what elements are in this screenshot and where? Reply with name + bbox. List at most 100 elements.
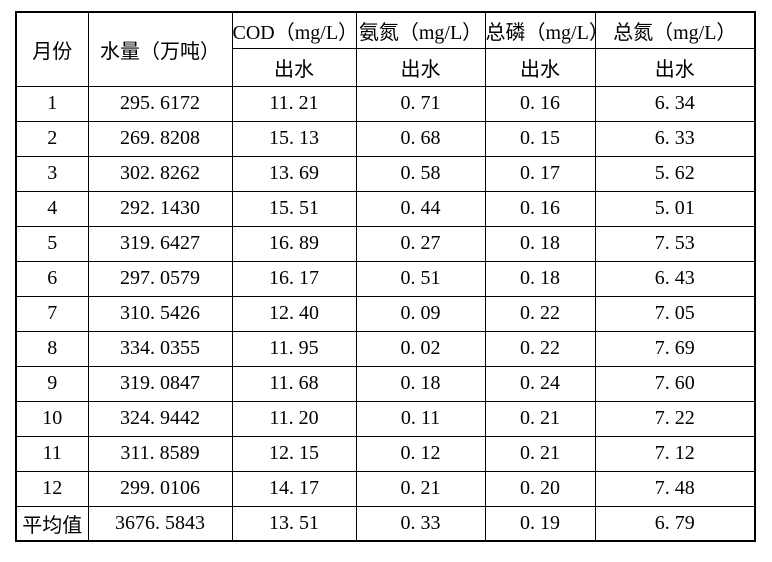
table-row: 12 299. 0106 14. 17 0. 21 0. 20 7. 48	[15, 470, 756, 507]
table-cell: 0. 18	[484, 260, 596, 297]
subheader-cod-effluent: 出水	[231, 47, 357, 87]
table-row: 10 324. 9442 11. 20 0. 11 0. 21 7. 22	[15, 400, 756, 437]
table-cell: 311. 8589	[87, 435, 233, 472]
table-cell: 12. 15	[231, 435, 357, 472]
table-cell: 0. 17	[484, 155, 596, 192]
table-cell: 9	[15, 365, 89, 402]
header-total-phosphorus: 总磷（mg/L）	[484, 11, 596, 49]
table-cell: 0. 18	[484, 225, 596, 262]
water-quality-table: 月份 水量（万吨） COD（mg/L） 氨氮（mg/L） 总磷（mg/L） 总氮…	[15, 11, 756, 542]
table-cell: 7. 12	[594, 435, 756, 472]
table-cell: 4	[15, 190, 89, 227]
table-cell: 0. 71	[355, 85, 486, 122]
table-cell: 11. 20	[231, 400, 357, 437]
table-cell: 6. 33	[594, 120, 756, 157]
table-cell: 0. 33	[355, 505, 486, 542]
table-cell: 11. 21	[231, 85, 357, 122]
table-row: 11 311. 8589 12. 15 0. 12 0. 21 7. 12	[15, 435, 756, 472]
table-cell: 297. 0579	[87, 260, 233, 297]
table-cell: 0. 68	[355, 120, 486, 157]
table-cell: 0. 19	[484, 505, 596, 542]
table-cell: 7. 69	[594, 330, 756, 367]
header-row-top: 月份 水量（万吨） COD（mg/L） 氨氮（mg/L） 总磷（mg/L） 总氮…	[15, 11, 756, 87]
table-cell: 0. 16	[484, 85, 596, 122]
table-cell: 269. 8208	[87, 120, 233, 157]
table-cell: 0. 24	[484, 365, 596, 402]
table-cell: 3676. 5843	[87, 505, 233, 542]
table-cell: 12	[15, 470, 89, 507]
table-cell: 0. 44	[355, 190, 486, 227]
table-cell: 302. 8262	[87, 155, 233, 192]
subheader-nitrogen-effluent: 出水	[594, 47, 756, 87]
table-cell: 7. 48	[594, 470, 756, 507]
table-cell: 5. 62	[594, 155, 756, 192]
table-cell: 3	[15, 155, 89, 192]
table-row: 5 319. 6427 16. 89 0. 27 0. 18 7. 53	[15, 225, 756, 262]
header-ammonia-nitrogen: 氨氮（mg/L）	[355, 11, 486, 49]
table-cell: 0. 15	[484, 120, 596, 157]
table-cell: 6. 79	[594, 505, 756, 542]
table-cell: 324. 9442	[87, 400, 233, 437]
table-cell: 14. 17	[231, 470, 357, 507]
table-cell: 0. 16	[484, 190, 596, 227]
table-cell: 7. 05	[594, 295, 756, 332]
table-cell: 10	[15, 400, 89, 437]
table-cell: 0. 11	[355, 400, 486, 437]
table-cell: 11	[15, 435, 89, 472]
table-cell: 2	[15, 120, 89, 157]
table-row: 7 310. 5426 12. 40 0. 09 0. 22 7. 05	[15, 295, 756, 332]
table-cell: 0. 51	[355, 260, 486, 297]
table-cell: 11. 95	[231, 330, 357, 367]
table-row: 2 269. 8208 15. 13 0. 68 0. 15 6. 33	[15, 120, 756, 157]
table-row: 8 334. 0355 11. 95 0. 02 0. 22 7. 69	[15, 330, 756, 367]
table-cell: 平均值	[15, 505, 89, 542]
table-row: 平均值 3676. 5843 13. 51 0. 33 0. 19 6. 79	[15, 505, 756, 542]
table-cell: 7. 53	[594, 225, 756, 262]
table-cell: 0. 21	[484, 435, 596, 472]
table-row: 3 302. 8262 13. 69 0. 58 0. 17 5. 62	[15, 155, 756, 192]
table-cell: 295. 6172	[87, 85, 233, 122]
table-row: 4 292. 1430 15. 51 0. 44 0. 16 5. 01	[15, 190, 756, 227]
table-cell: 334. 0355	[87, 330, 233, 367]
table-cell: 5. 01	[594, 190, 756, 227]
table-body: 1 295. 6172 11. 21 0. 71 0. 16 6. 34 2 269. 820…	[15, 85, 756, 542]
table-cell: 1	[15, 85, 89, 122]
table-cell: 8	[15, 330, 89, 367]
table-cell: 11. 68	[231, 365, 357, 402]
header-water-volume: 水量（万吨）	[87, 11, 233, 87]
table-cell: 6	[15, 260, 89, 297]
header-cod: COD（mg/L）	[231, 11, 357, 49]
table-cell: 0. 22	[484, 330, 596, 367]
header-row-sub: 出水 出水 出水 出水	[16, 47, 756, 87]
table-cell: 16. 89	[231, 225, 357, 262]
table-cell: 0. 58	[355, 155, 486, 192]
table-cell: 0. 09	[355, 295, 486, 332]
table-cell: 0. 22	[484, 295, 596, 332]
table-cell: 7	[15, 295, 89, 332]
table-cell: 299. 0106	[87, 470, 233, 507]
table-header: 月份 水量（万吨） COD（mg/L） 氨氮（mg/L） 总磷（mg/L） 总氮…	[15, 11, 756, 87]
table-cell: 0. 02	[355, 330, 486, 367]
table-cell: 13. 69	[231, 155, 357, 192]
table-cell: 15. 13	[231, 120, 357, 157]
table-row: 1 295. 6172 11. 21 0. 71 0. 16 6. 34	[15, 85, 756, 122]
table-cell: 0. 21	[484, 400, 596, 437]
table-cell: 292. 1430	[87, 190, 233, 227]
table-cell: 0. 20	[484, 470, 596, 507]
table-cell: 6. 34	[594, 85, 756, 122]
table-row: 9 319. 0847 11. 68 0. 18 0. 24 7. 60	[15, 365, 756, 402]
table-cell: 0. 18	[355, 365, 486, 402]
header-month: 月份	[15, 11, 89, 87]
table-cell: 6. 43	[594, 260, 756, 297]
table-cell: 0. 12	[355, 435, 486, 472]
document-page: 月份 水量（万吨） COD（mg/L） 氨氮（mg/L） 总磷（mg/L） 总氮…	[15, 11, 756, 542]
table-cell: 7. 60	[594, 365, 756, 402]
table-cell: 16. 17	[231, 260, 357, 297]
table-cell: 310. 5426	[87, 295, 233, 332]
subheader-ammonia-effluent: 出水	[355, 47, 486, 87]
table-cell: 319. 0847	[87, 365, 233, 402]
header-total-nitrogen: 总氮（mg/L）	[594, 11, 756, 49]
table-cell: 7. 22	[594, 400, 756, 437]
table-cell: 319. 6427	[87, 225, 233, 262]
table-cell: 15. 51	[231, 190, 357, 227]
